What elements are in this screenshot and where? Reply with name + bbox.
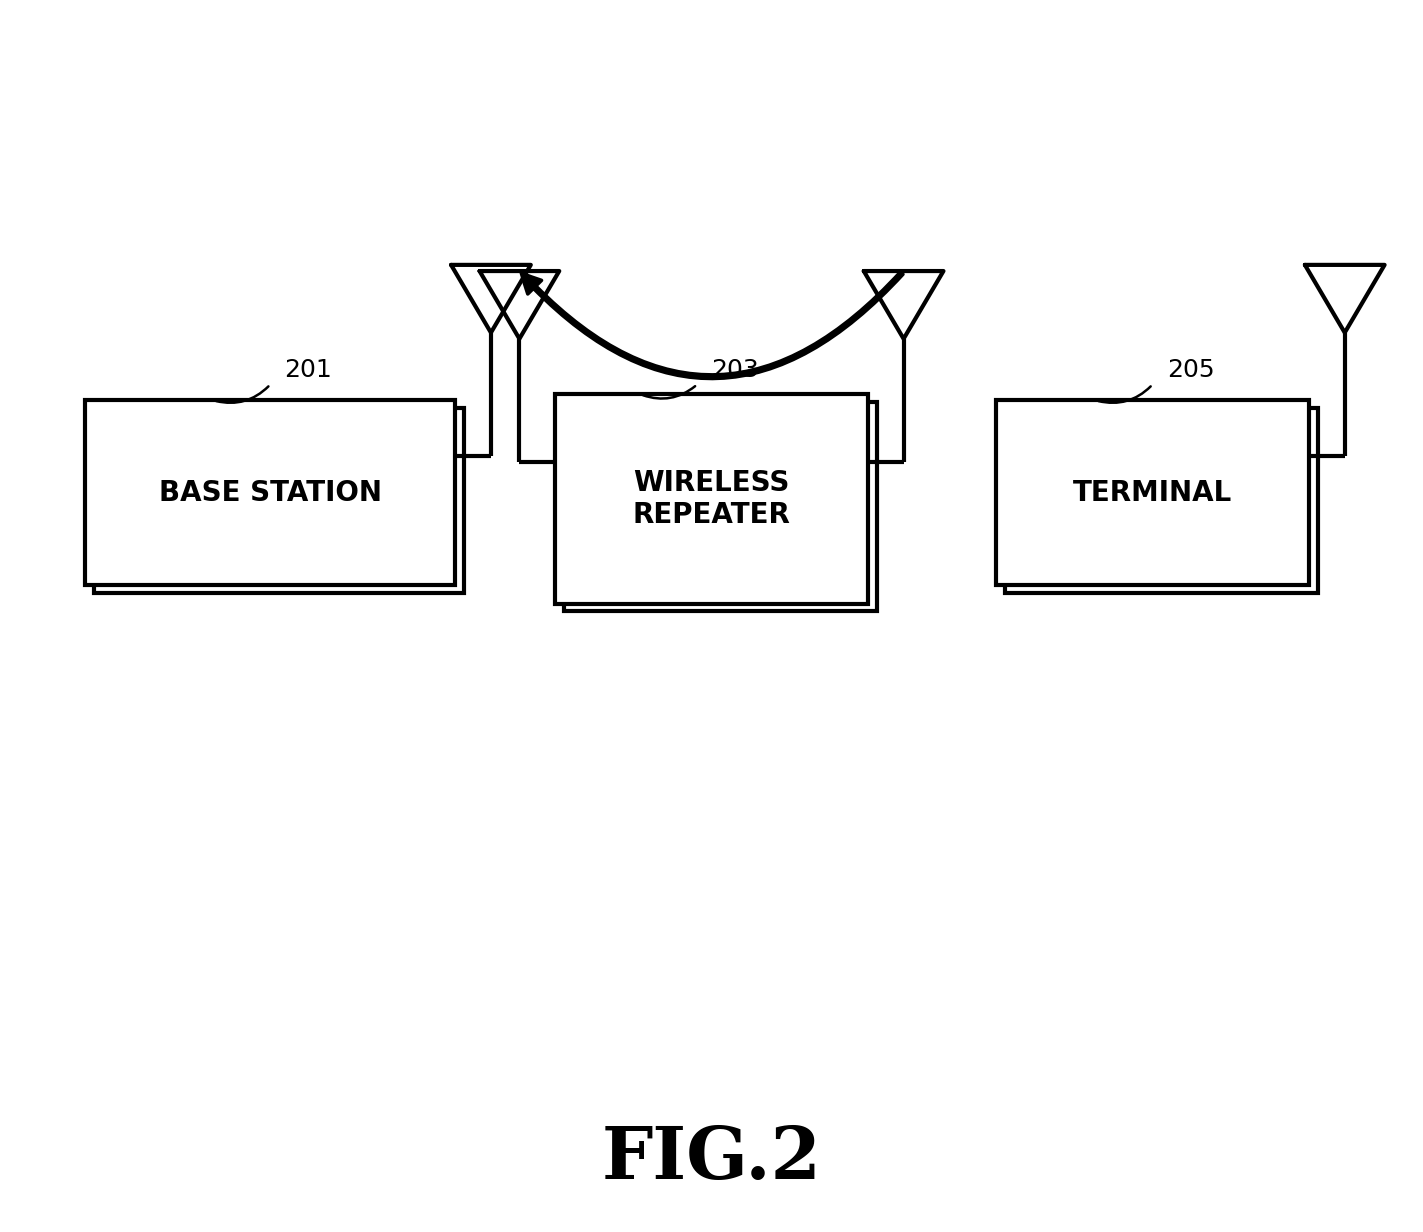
Bar (555, 394, 868, 604)
Polygon shape (1305, 265, 1385, 333)
Polygon shape (864, 271, 943, 339)
Text: 201: 201 (285, 359, 333, 382)
Text: TERMINAL: TERMINAL (1073, 479, 1232, 506)
Bar (1005, 408, 1318, 593)
Polygon shape (480, 271, 559, 339)
Text: WIRELESS
REPEATER: WIRELESS REPEATER (633, 468, 790, 530)
Text: BASE STATION: BASE STATION (159, 479, 381, 506)
FancyArrowPatch shape (521, 272, 904, 378)
Text: 205: 205 (1167, 359, 1214, 382)
Polygon shape (451, 265, 531, 333)
Bar (564, 402, 877, 611)
Text: FIG.2: FIG.2 (602, 1122, 821, 1194)
Text: 203: 203 (712, 359, 760, 382)
Bar (94, 408, 464, 593)
Bar (85, 400, 455, 585)
Bar (996, 400, 1309, 585)
